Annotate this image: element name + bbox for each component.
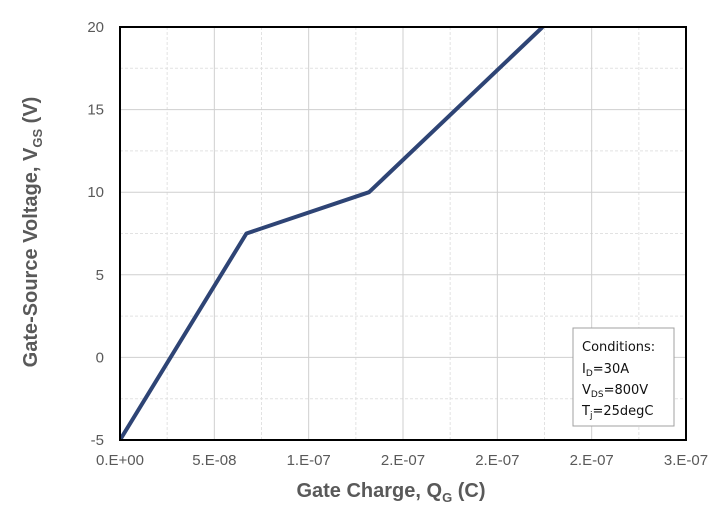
- y-tick-labels: -5 0 5 10 15 20: [87, 19, 104, 449]
- y-axis-title: Gate-Source Voltage, VGS (V): [20, 97, 45, 368]
- x-tick-label: 2.E-07: [381, 452, 425, 469]
- y-tick-label: -5: [91, 432, 104, 449]
- x-axis-title: Gate Charge, QG (C): [296, 480, 485, 505]
- series-layer: [120, 27, 544, 440]
- x-tick-label: 2.E-07: [475, 452, 519, 469]
- plot-area-border: [119, 26, 687, 441]
- condition-id: ID=30A: [582, 362, 629, 379]
- x-tick-label: 3.E-07: [664, 452, 708, 469]
- x-tick-label: 2.E-07: [570, 452, 614, 469]
- y-tick-label: 20: [87, 19, 104, 36]
- x-tick-labels: 0.E+00 5.E-08 1.E-07 2.E-07 2.E-07 2.E-07 3.E-…: [96, 452, 708, 469]
- y-tick-label: 10: [87, 184, 104, 201]
- condition-tj: Tj=25degC: [581, 404, 653, 421]
- series-line: [120, 27, 544, 440]
- y-tick-label: 5: [96, 267, 104, 284]
- y-tick-label: 0: [96, 349, 104, 366]
- x-tick-label: 0.E+00: [96, 452, 144, 469]
- conditions-title: Conditions:: [582, 340, 655, 355]
- y-tick-label: 15: [87, 102, 104, 119]
- x-tick-label: 1.E-07: [287, 452, 331, 469]
- conditions-box: Conditions: ID=30A VDS=800V Tj=25degC: [572, 327, 675, 427]
- condition-vds: VDS=800V: [582, 383, 648, 400]
- x-tick-label: 5.E-08: [192, 452, 236, 469]
